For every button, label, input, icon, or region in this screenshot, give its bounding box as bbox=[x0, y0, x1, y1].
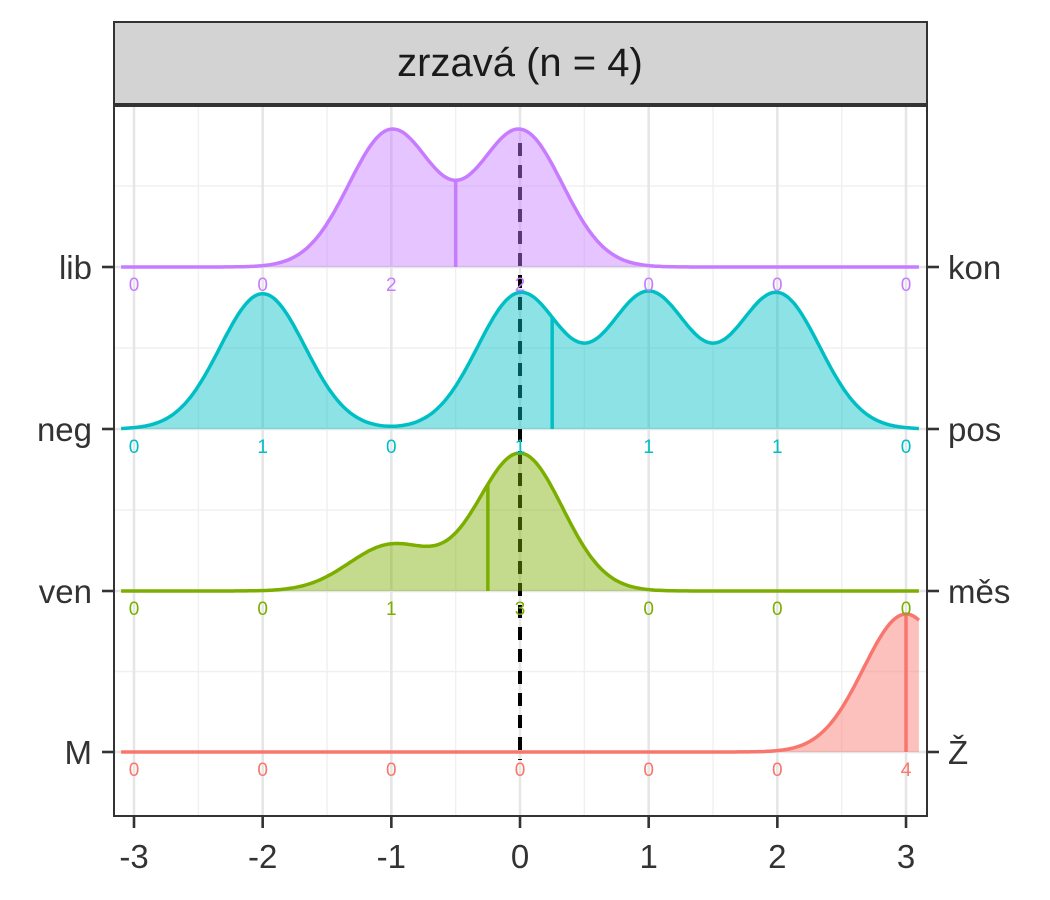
count-label: 0 bbox=[129, 275, 140, 296]
ridge-M: 0 0 0 0 0 0 4 bbox=[121, 612, 921, 781]
y-tick-label-left: neg bbox=[37, 411, 92, 448]
count-label: 0 bbox=[901, 275, 912, 296]
y-tick-label-right: kon bbox=[948, 249, 1001, 286]
facet-strip-title: zrzavá (n = 4) bbox=[397, 41, 643, 85]
y-tick-label-left: ven bbox=[39, 573, 92, 610]
x-tick-label: 2 bbox=[768, 838, 786, 875]
facet-strip bbox=[113, 21, 928, 105]
x-tick-label: 3 bbox=[897, 838, 915, 875]
count-label: 0 bbox=[257, 760, 268, 781]
x-tick-label: -2 bbox=[248, 838, 277, 875]
count-label: 0 bbox=[901, 437, 912, 458]
x-tick-label: 0 bbox=[511, 838, 529, 875]
x-tick-label: -3 bbox=[119, 838, 148, 875]
count-label: 1 bbox=[643, 437, 654, 458]
count-label: 0 bbox=[129, 760, 140, 781]
count-label: 1 bbox=[515, 437, 526, 458]
count-label: 0 bbox=[772, 599, 783, 620]
ridge-ven: 0 0 1 3 0 0 0 bbox=[121, 451, 919, 620]
y-tick-label-right: Ž bbox=[948, 734, 968, 771]
count-label: 1 bbox=[772, 437, 783, 458]
count-label: 3 bbox=[515, 599, 526, 620]
ridge-area bbox=[121, 453, 919, 591]
ridge-line bbox=[121, 289, 919, 431]
count-label: 1 bbox=[257, 437, 268, 458]
y-axes: lib kon neg pos ven měs M Ž bbox=[37, 249, 1010, 771]
count-label: 0 bbox=[643, 760, 654, 781]
ridge-area bbox=[121, 129, 919, 267]
ridge-line bbox=[121, 612, 921, 754]
ridge-line bbox=[121, 127, 919, 269]
count-label: 0 bbox=[772, 275, 783, 296]
count-label: 0 bbox=[772, 760, 783, 781]
count-label: 1 bbox=[386, 599, 397, 620]
y-tick-label-right: měs bbox=[948, 573, 1010, 610]
y-tick-label-left: M bbox=[65, 734, 93, 771]
x-tick-label: -1 bbox=[377, 838, 406, 875]
count-label: 0 bbox=[129, 599, 140, 620]
ridge-area bbox=[121, 614, 919, 752]
ridge-area bbox=[121, 291, 919, 429]
ridges: 0 0 0 0 0 0 4 0 0 1 3 0 0 0 0 1 0 1 1 1 0 0 0 2 2 0 0 0 bbox=[121, 127, 921, 781]
x-axis: -3 -2 -1 0 1 2 3 bbox=[119, 816, 915, 875]
count-label: 0 bbox=[386, 760, 397, 781]
count-label: 2 bbox=[515, 275, 526, 296]
count-label: 2 bbox=[386, 275, 397, 296]
count-label: 4 bbox=[901, 760, 912, 781]
count-label: 0 bbox=[257, 599, 268, 620]
ridge-neg: 0 1 0 1 1 1 0 bbox=[121, 289, 919, 458]
count-label: 0 bbox=[129, 437, 140, 458]
y-tick-label-left: lib bbox=[59, 249, 92, 286]
ridge-line bbox=[121, 451, 919, 593]
y-tick-label-right: pos bbox=[948, 411, 1001, 448]
count-label: 0 bbox=[515, 760, 526, 781]
x-tick-label: 1 bbox=[640, 838, 658, 875]
count-label: 0 bbox=[643, 599, 654, 620]
ridge-lib: 0 0 2 2 0 0 0 bbox=[121, 127, 919, 296]
count-label: 0 bbox=[901, 599, 912, 620]
count-label: 0 bbox=[643, 275, 654, 296]
count-label: 0 bbox=[257, 275, 268, 296]
count-label: 0 bbox=[386, 437, 397, 458]
